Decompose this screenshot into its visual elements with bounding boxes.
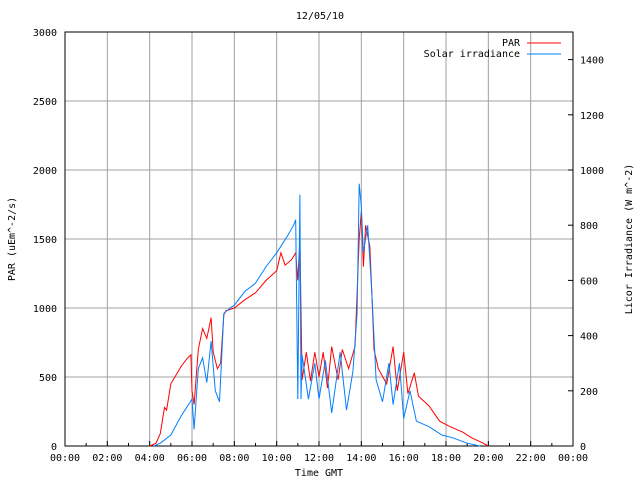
y2-tick-label: 200 bbox=[580, 387, 598, 398]
x-tick-label: 04:00 bbox=[135, 453, 165, 464]
y-tick-label: 1000 bbox=[33, 304, 57, 315]
par-line bbox=[149, 211, 489, 447]
x-tick-label: 18:00 bbox=[431, 453, 461, 464]
x-tick-label: 08:00 bbox=[219, 453, 249, 464]
y-tick-label: 500 bbox=[39, 373, 57, 384]
y2-tick-label: 400 bbox=[580, 332, 598, 343]
x-tick-label: 10:00 bbox=[262, 453, 292, 464]
y2-axis-label: Licor Irradiance (W m^-2) bbox=[624, 164, 635, 315]
x-tick-label: 14:00 bbox=[346, 453, 376, 464]
y-tick-label: 2500 bbox=[33, 97, 57, 108]
chart-title: 12/05/10 bbox=[296, 11, 344, 22]
y-tick-label: 2000 bbox=[33, 166, 57, 177]
x-tick-label: 00:00 bbox=[558, 453, 588, 464]
legend-label-par: PAR bbox=[502, 38, 521, 49]
y2-tick-label: 800 bbox=[580, 221, 598, 232]
y2-tick-label: 1200 bbox=[580, 111, 604, 122]
x-tick-label: 02:00 bbox=[92, 453, 122, 464]
y-axis-label: PAR (uEm^-2/s) bbox=[7, 197, 18, 281]
x-tick-label: 06:00 bbox=[177, 453, 207, 464]
legend: PAR Solar irradiance bbox=[424, 38, 561, 60]
grid bbox=[65, 32, 573, 446]
y2-tick-label: 1000 bbox=[580, 166, 604, 177]
x-tick-label: 00:00 bbox=[50, 453, 80, 464]
x-tick-label: 12:00 bbox=[304, 453, 334, 464]
x-axis-label: Time GMT bbox=[295, 468, 343, 479]
x-tick-label: 22:00 bbox=[516, 453, 546, 464]
axis-ticks: 00:00 02:00 04:00 06:00 08:00 10:00 12:00 14:00… bbox=[33, 28, 604, 464]
x-tick-label: 20:00 bbox=[473, 453, 503, 464]
y2-tick-label: 1400 bbox=[580, 56, 604, 67]
x-tick-label: 16:00 bbox=[389, 453, 419, 464]
y-tick-label: 3000 bbox=[33, 28, 57, 39]
y2-tick-label: 0 bbox=[580, 442, 586, 453]
solar-irradiance-line bbox=[153, 183, 481, 447]
y-tick-label: 0 bbox=[51, 442, 57, 453]
series-lines bbox=[149, 183, 489, 447]
legend-label-solar: Solar irradiance bbox=[424, 49, 520, 60]
y-tick-label: 1500 bbox=[33, 235, 57, 246]
y2-tick-label: 600 bbox=[580, 276, 598, 287]
